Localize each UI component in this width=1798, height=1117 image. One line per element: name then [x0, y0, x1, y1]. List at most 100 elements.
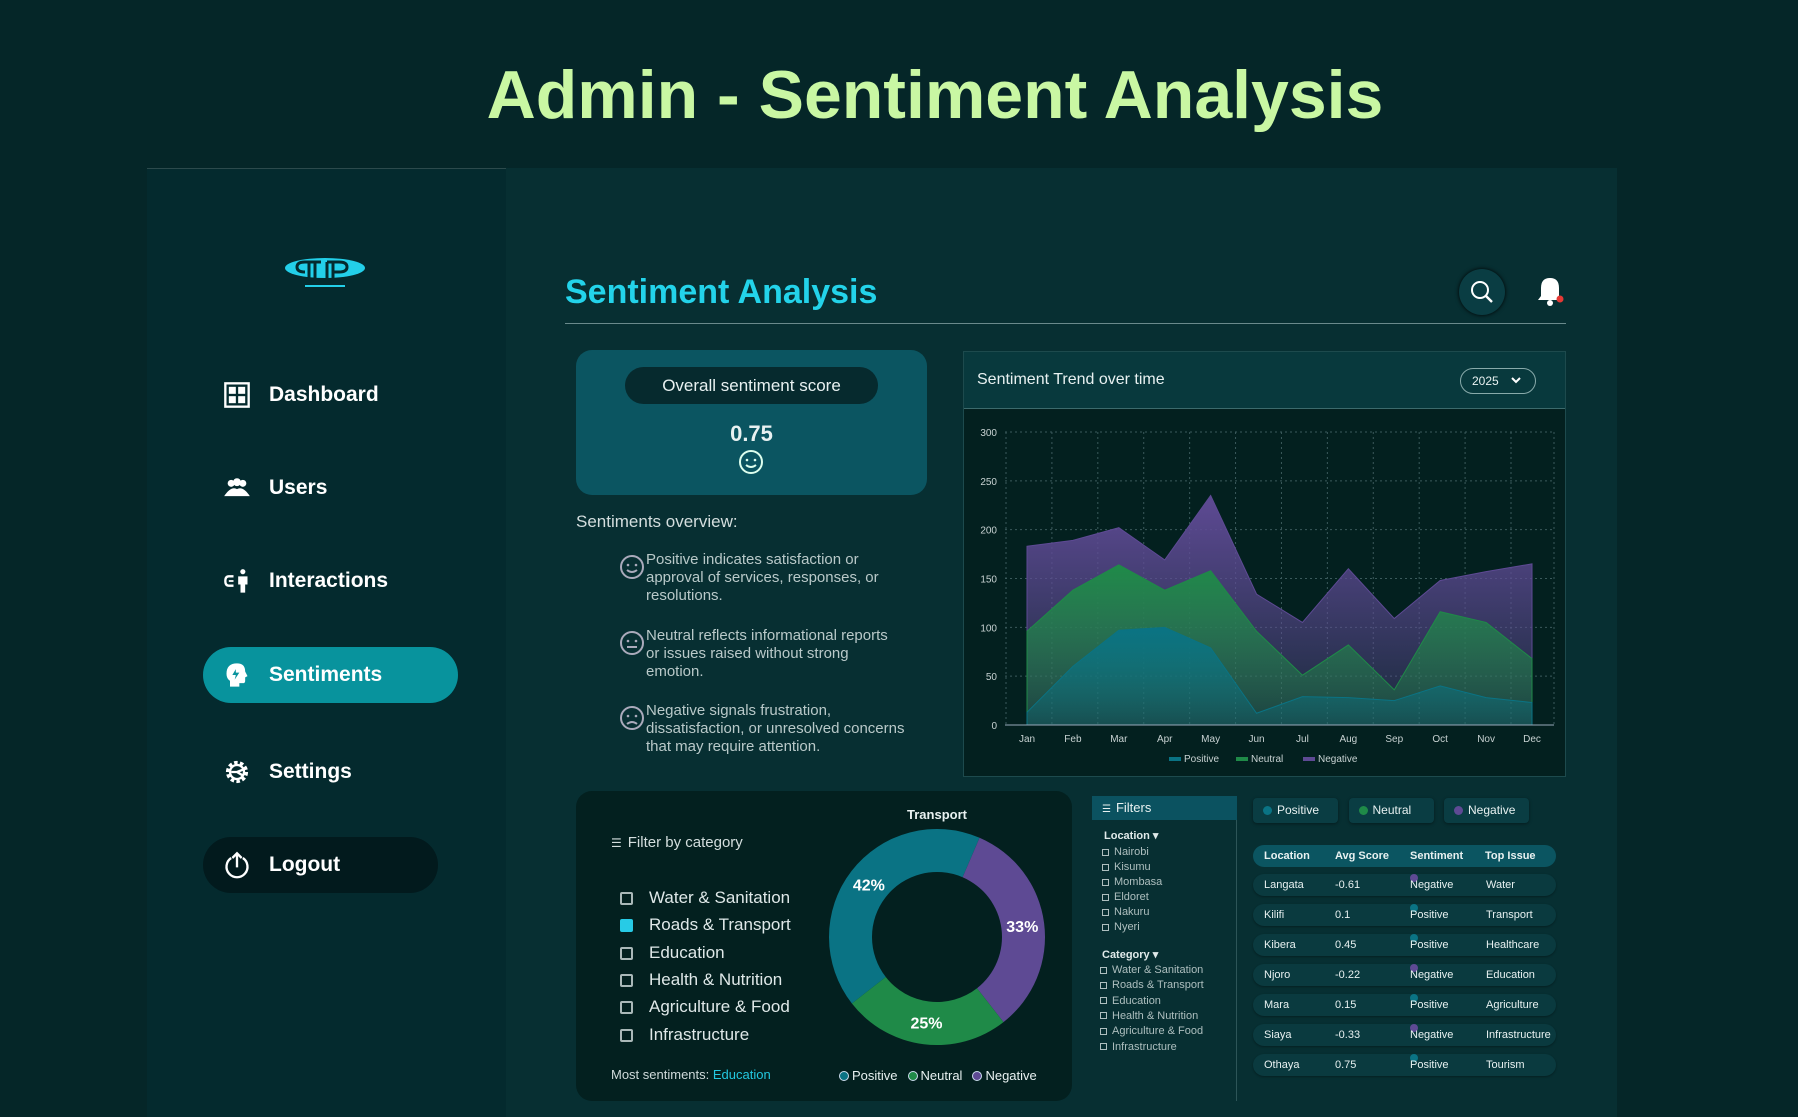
category-filter-option[interactable]: Roads & Transport: [1100, 979, 1204, 991]
checkbox[interactable]: [1100, 1043, 1107, 1051]
location-option[interactable]: Mombasa: [1102, 876, 1162, 888]
table-row[interactable]: Othaya 0.75 Positive Tourism: [1253, 1054, 1556, 1076]
category-option[interactable]: Education: [620, 941, 725, 965]
location-label: Location: [1104, 830, 1150, 842]
category-option-label: Agriculture & Food: [649, 997, 790, 1017]
checkbox[interactable]: [1100, 997, 1107, 1005]
sidebar-item-interactions[interactable]: Interactions: [203, 553, 388, 609]
table-row[interactable]: Mara 0.15 Positive Agriculture: [1253, 994, 1556, 1016]
trend-chart-title: Sentiment Trend over time: [977, 371, 1165, 388]
table-row[interactable]: Kibera 0.45 Positive Healthcare: [1253, 934, 1556, 956]
cell-avg-score: 0.1: [1335, 909, 1351, 921]
score-value: 0.75: [730, 421, 773, 446]
table-row[interactable]: Langata -0.61 Negative Water: [1253, 874, 1556, 896]
checkbox[interactable]: [1100, 1027, 1107, 1035]
x-tick-label: Dec: [1523, 734, 1541, 745]
category-filter-option[interactable]: Water & Sanitation: [1100, 964, 1203, 976]
location-option-label: Mombasa: [1114, 876, 1163, 888]
cell-top-issue: Healthcare: [1486, 939, 1540, 951]
checkbox[interactable]: [1102, 923, 1109, 931]
category-option-label: Water & Sanitation: [649, 888, 791, 907]
sidebar-item-dashboard[interactable]: Dashboard: [203, 367, 379, 423]
checkbox[interactable]: [620, 892, 633, 906]
checkbox[interactable]: [620, 919, 633, 933]
category-label: Category: [1102, 949, 1150, 961]
location-option[interactable]: Eldoret: [1102, 891, 1149, 903]
category-option[interactable]: Roads & Transport: [620, 913, 791, 937]
table-row[interactable]: Siaya -0.33 Negative Infrastructure: [1253, 1024, 1556, 1046]
category-filter-option[interactable]: Education: [1100, 995, 1161, 1007]
sentiment-label: Positive: [1410, 909, 1449, 921]
filters-header[interactable]: ☰ Filters: [1092, 796, 1237, 820]
category-option[interactable]: Health & Nutrition: [620, 968, 782, 992]
trend-chart-card: Sentiment Trend over time 2025 0 50 100 150…: [963, 351, 1566, 777]
checkbox[interactable]: [620, 973, 633, 987]
sidebar-item-sentiments[interactable]: Sentiments: [203, 647, 458, 703]
y-tick-label: 150: [980, 575, 997, 586]
table-row[interactable]: Kilifi 0.1 Positive Transport: [1253, 904, 1556, 926]
location-option[interactable]: Nairobi: [1102, 846, 1149, 858]
status-dot: [1410, 1054, 1418, 1062]
category-filter-option[interactable]: Agriculture & Food: [1100, 1025, 1203, 1037]
logout-button[interactable]: Logout: [203, 837, 438, 893]
category-filter-toggle[interactable]: Category ▾: [1102, 949, 1159, 961]
location-option-label: Nairobi: [1114, 846, 1149, 858]
notifications-button[interactable]: [1533, 272, 1567, 312]
filters-title: Filters: [1115, 800, 1152, 815]
checkbox[interactable]: [1102, 908, 1109, 916]
legend-item: Negative: [972, 1068, 1037, 1083]
checkbox[interactable]: [1102, 893, 1109, 901]
col-sentiment: Sentiment: [1410, 850, 1464, 862]
location-option[interactable]: Kisumu: [1102, 861, 1151, 873]
year-select[interactable]: 2025: [1460, 368, 1536, 394]
legend-chip-positive[interactable]: Positive: [1253, 798, 1338, 823]
slice-label: 42%: [853, 878, 885, 895]
sidebar-item-settings[interactable]: Settings: [203, 744, 352, 800]
slice-neutral[interactable]: [851, 977, 1004, 1045]
slice-negative[interactable]: [962, 837, 1045, 1023]
category-option[interactable]: Water & Sanitation: [620, 886, 790, 910]
checkbox[interactable]: [1100, 981, 1107, 989]
cell-top-issue: Tourism: [1486, 1059, 1525, 1071]
col-location: Location: [1264, 850, 1310, 862]
overview-text: Positive indicates satisfaction or appro…: [646, 551, 879, 604]
category-filter-option-label: Infrastructure: [1112, 1040, 1177, 1053]
most-sentiments-link[interactable]: Education: [712, 1067, 771, 1082]
location-option[interactable]: Nyeri: [1102, 921, 1140, 933]
category-filter-option[interactable]: Infrastructure: [1100, 1041, 1177, 1053]
category-option[interactable]: Agriculture & Food: [620, 995, 790, 1019]
location-filter-toggle[interactable]: Location ▾: [1104, 830, 1159, 842]
checkbox[interactable]: [1100, 1012, 1107, 1020]
legend-chip-neutral[interactable]: Neutral: [1348, 798, 1434, 823]
sidebar-item-label: Dashboard: [269, 383, 379, 406]
legend-chip-negative[interactable]: Negative: [1444, 798, 1529, 823]
sentiment-label: Positive: [1410, 939, 1449, 951]
checkbox[interactable]: [620, 1028, 633, 1042]
search-button[interactable]: [1459, 269, 1505, 315]
checkbox[interactable]: [620, 946, 633, 960]
sentiment-label: Positive: [1410, 999, 1449, 1011]
cell-location: Othaya: [1264, 1059, 1300, 1071]
category-filter-option[interactable]: Health & Nutrition: [1100, 1010, 1198, 1022]
location-option[interactable]: Nakuru: [1102, 906, 1149, 918]
bell-icon: [1538, 278, 1564, 306]
slice-positive[interactable]: [829, 829, 980, 1004]
legend-marker: [972, 1071, 983, 1081]
checkbox[interactable]: [1100, 966, 1107, 974]
sidebar-item-users[interactable]: Users: [203, 460, 327, 516]
category-option[interactable]: Infrastructure: [620, 1023, 749, 1047]
checkbox[interactable]: [1102, 848, 1109, 856]
table-row[interactable]: Njoro -0.22 Negative Education: [1253, 964, 1556, 986]
x-tick-label: Jul: [1296, 734, 1309, 745]
cell-avg-score: -0.33: [1335, 1029, 1361, 1041]
x-tick-label: Aug: [1339, 734, 1357, 745]
checkbox[interactable]: [620, 1001, 633, 1015]
status-dot: [1410, 874, 1418, 882]
x-tick-label: Sep: [1385, 734, 1403, 745]
frown-icon: [620, 706, 644, 730]
score-label: Overall sentiment score: [625, 367, 878, 404]
checkbox[interactable]: [1102, 863, 1109, 871]
checkbox[interactable]: [1102, 878, 1109, 886]
legend-label: Positive: [852, 1068, 898, 1083]
status-dot: [1410, 904, 1418, 912]
